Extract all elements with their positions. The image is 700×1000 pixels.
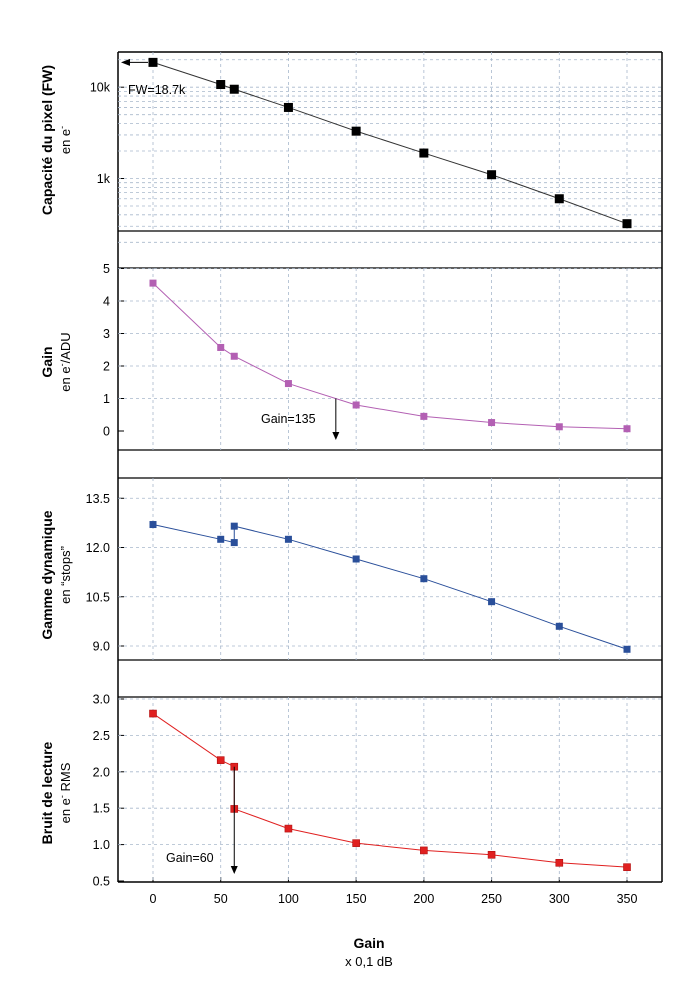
data-point <box>352 555 360 563</box>
data-point <box>284 535 292 543</box>
data-point <box>230 522 238 530</box>
series-line <box>152 282 628 430</box>
x-tick-label: 300 <box>549 892 570 906</box>
data-point <box>420 412 428 420</box>
data-point <box>488 598 496 606</box>
data-point <box>284 824 293 833</box>
series-line <box>152 713 628 868</box>
x-tick-label: 350 <box>617 892 638 906</box>
data-point <box>623 863 631 871</box>
data-point <box>149 709 157 718</box>
data-point <box>216 756 225 764</box>
data-point <box>351 126 361 136</box>
noise-ylabel: Bruit de lecture <box>39 741 55 844</box>
fw-arrow-head <box>121 58 130 66</box>
x-tick-label: 50 <box>214 892 228 906</box>
y-tick-label: 1.0 <box>93 838 110 852</box>
data-point <box>230 352 238 360</box>
x-tick-label: 200 <box>413 892 434 906</box>
y-tick-label: 1 <box>103 392 110 406</box>
data-point <box>420 846 428 855</box>
data-point <box>352 401 360 409</box>
fw-ylabel: Capacité du pixel (FW) <box>39 65 55 215</box>
data-point <box>149 279 157 287</box>
data-point <box>488 419 496 427</box>
x-tick-label: 0 <box>150 892 157 906</box>
data-point <box>352 839 360 847</box>
data-point <box>284 380 292 388</box>
y-tick-label: 2.0 <box>93 765 110 779</box>
gain135-arrow-head <box>332 432 340 440</box>
data-point <box>487 850 496 859</box>
y-tick-label: 4 <box>103 295 110 309</box>
y-tick-label: 0 <box>103 425 110 439</box>
panel-frames <box>117 51 663 883</box>
fw-annotation: FW=18.7k <box>128 83 186 97</box>
data-point <box>216 80 226 90</box>
data-point <box>623 645 631 653</box>
x-tick-label: 250 <box>481 892 502 906</box>
y-tick-label: 9.0 <box>93 640 110 654</box>
y-tick-label: 1.5 <box>93 802 110 816</box>
noise-ylabel-unit: en e- RMS <box>57 762 73 823</box>
y-tick-label: 0.5 <box>93 875 110 889</box>
y-tick-label: 1k <box>97 172 111 186</box>
dr-ylabel: Gamme dynamique <box>39 510 55 639</box>
gridlines <box>118 52 662 882</box>
data-point <box>555 622 563 630</box>
data-point <box>217 535 225 543</box>
y-tick-label: 3.0 <box>93 693 110 707</box>
data-point <box>217 343 225 351</box>
y-tick-label: 10k <box>90 81 111 95</box>
data-point <box>555 423 563 431</box>
gain135-annotation: Gain=135 <box>261 412 316 426</box>
data-point <box>554 194 564 204</box>
gain60-annotation: Gain=60 <box>166 851 214 865</box>
gain-ylabel-unit: en e-/ADU <box>57 332 73 391</box>
dr-ylabel-unit: en “stops” <box>58 546 73 604</box>
y-tick-label: 3 <box>103 327 110 341</box>
data-point <box>283 102 293 112</box>
y-tick-label: 5 <box>103 262 110 276</box>
x-tick-label: 100 <box>278 892 299 906</box>
tick-labels: 10k 1k 5 4 3 2 1 0 13.5 12.0 10.5 9.0 3.0 2.5 2.0 1.5 1.… <box>86 81 638 906</box>
annotations: FW=18.7k Gain=135 Gain=60 <box>121 58 340 874</box>
data-point <box>149 521 157 529</box>
data-point <box>622 219 632 229</box>
data-point <box>230 539 238 547</box>
y-tick-label: 2.5 <box>93 729 110 743</box>
series-lines <box>152 61 628 868</box>
gain60-arrow-head <box>230 866 238 874</box>
x-axis-unit: x 0,1 dB <box>345 954 393 969</box>
data-point <box>555 858 564 867</box>
fw-ylabel-unit: en e- <box>57 126 73 154</box>
x-axis-title: Gain <box>353 935 384 951</box>
data-point <box>419 148 429 158</box>
data-point <box>229 84 239 94</box>
gain-ylabel: Gain <box>39 346 55 377</box>
data-point <box>148 57 158 67</box>
data-point <box>487 170 497 180</box>
y-tick-label: 13.5 <box>86 492 110 506</box>
series-line <box>152 524 628 650</box>
y-tick-label: 12.0 <box>86 541 110 555</box>
data-point <box>623 425 631 433</box>
y-tick-label: 10.5 <box>86 590 110 604</box>
x-tick-label: 150 <box>346 892 367 906</box>
y-tick-label: 2 <box>103 360 110 374</box>
data-point <box>420 575 428 583</box>
